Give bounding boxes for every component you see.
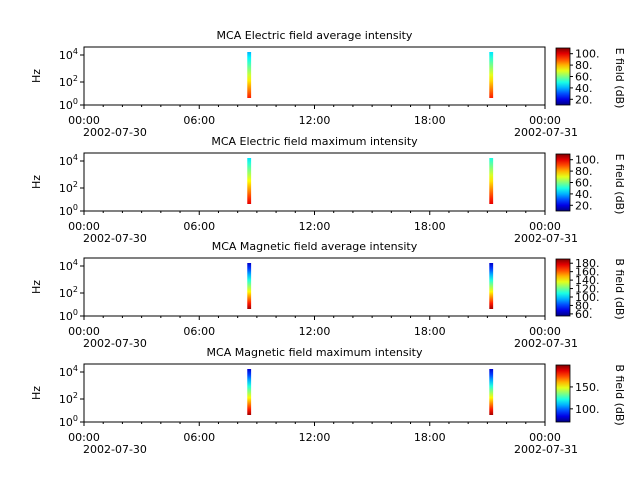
x-date-label-end: 2002-07-31 [514, 126, 578, 139]
colorbar [555, 364, 571, 423]
colorbar-label: E field (dB) [613, 48, 626, 109]
colorbar-label: B field (dB) [613, 364, 626, 425]
x-tick-label: 18:00 [414, 114, 446, 127]
x-tick-label: 18:00 [414, 220, 446, 233]
data-segment [489, 369, 494, 415]
colorbar [555, 47, 571, 106]
data-segment [247, 369, 252, 415]
colorbar-tick-label: 180. [575, 257, 600, 270]
data-segment [247, 158, 252, 204]
y-axis-label: Hz [30, 280, 43, 294]
colorbar-tick-label: 40. [575, 188, 593, 201]
x-date-label-start: 2002-07-30 [83, 337, 147, 350]
x-date-label-end: 2002-07-31 [514, 337, 578, 350]
x-tick-label: 06:00 [183, 431, 215, 444]
x-tick-label: 00:00 [529, 431, 561, 444]
x-tick-label: 18:00 [414, 325, 446, 338]
x-tick-label: 12:00 [299, 220, 331, 233]
y-tick-label: 102 [59, 391, 78, 406]
colorbar-tick-label: 60. [575, 308, 593, 321]
colorbar-label: E field (dB) [613, 154, 626, 215]
x-tick-label: 00:00 [529, 220, 561, 233]
colorbar-tick-label: 100. [575, 154, 600, 167]
x-tick-label: 00:00 [68, 325, 100, 338]
colorbar-tick-label: 100. [575, 291, 600, 304]
colorbar-tick-label: 120. [575, 283, 600, 296]
x-date-label-start: 2002-07-30 [83, 232, 147, 245]
colorbar-tick-label: 160. [575, 266, 600, 279]
colorbar-tick-label: 80. [575, 165, 593, 178]
colorbar-tick-label: 80. [575, 299, 593, 312]
x-tick-label: 00:00 [529, 114, 561, 127]
x-tick-label: 12:00 [299, 114, 331, 127]
panel-title: MCA Electric field maximum intensity [211, 135, 418, 148]
data-segment [489, 52, 494, 98]
y-axis-label: Hz [30, 175, 43, 189]
panel-4: MCA Magnetic field maximum intensity Hz 10… [30, 346, 626, 456]
plot-frame [83, 152, 546, 212]
y-tick-label: 100 [59, 308, 78, 323]
data-segment [489, 158, 494, 204]
colorbar-tick-label: 40. [575, 82, 593, 95]
y-axis-label: Hz [30, 69, 43, 83]
panel-3: MCA Magnetic field average intensity Hz 10… [30, 240, 626, 350]
data-segment [247, 263, 252, 309]
x-tick-label: 12:00 [299, 431, 331, 444]
y-axis-label: Hz [30, 386, 43, 400]
x-date-label-start: 2002-07-30 [83, 126, 147, 139]
y-tick-label: 102 [59, 180, 78, 195]
y-tick-label: 104 [59, 47, 78, 62]
x-tick-label: 18:00 [414, 431, 446, 444]
x-date-label-end: 2002-07-31 [514, 232, 578, 245]
panel-1: MCA Electric field average intensity Hz 10… [30, 29, 626, 139]
x-tick-label: 12:00 [299, 325, 331, 338]
panel-2: MCA Electric field maximum intensity Hz 10… [30, 135, 626, 245]
y-tick-label: 100 [59, 97, 78, 112]
y-tick-label: 102 [59, 285, 78, 300]
colorbar-tick-label: 60. [575, 71, 593, 84]
colorbar-tick-label: 150. [575, 381, 600, 394]
colorbar-tick-label: 100. [575, 403, 600, 416]
colorbar-tick-label: 100. [575, 48, 600, 61]
colorbar-tick-label: 20. [575, 199, 593, 212]
colorbar-label: B field (dB) [613, 258, 626, 319]
y-tick-label: 100 [59, 414, 78, 429]
x-tick-label: 06:00 [183, 325, 215, 338]
colorbar [555, 258, 571, 317]
panel-title: MCA Electric field average intensity [217, 29, 413, 42]
colorbar-tick-label: 60. [575, 177, 593, 190]
x-tick-label: 06:00 [183, 114, 215, 127]
x-tick-label: 06:00 [183, 220, 215, 233]
y-tick-label: 100 [59, 203, 78, 218]
plot-frame [83, 363, 546, 423]
data-segment [247, 52, 252, 98]
x-tick-label: 00:00 [68, 431, 100, 444]
x-tick-label: 00:00 [68, 114, 100, 127]
y-tick-label: 102 [59, 74, 78, 89]
colorbar-tick-label: 80. [575, 59, 593, 72]
y-tick-label: 104 [59, 258, 78, 273]
data-segment [489, 263, 494, 309]
plot-frame [83, 257, 546, 317]
x-tick-label: 00:00 [68, 220, 100, 233]
panel-title: MCA Magnetic field maximum intensity [207, 346, 423, 359]
colorbar-tick-label: 20. [575, 93, 593, 106]
colorbar-tick-label: 140. [575, 274, 600, 287]
y-tick-label: 104 [59, 364, 78, 379]
colorbar [555, 153, 571, 212]
x-date-label-start: 2002-07-30 [83, 443, 147, 456]
panel-title: MCA Magnetic field average intensity [212, 240, 418, 253]
x-date-label-end: 2002-07-31 [514, 443, 578, 456]
y-tick-label: 104 [59, 153, 78, 168]
plot-frame [83, 46, 546, 106]
x-tick-label: 00:00 [529, 325, 561, 338]
